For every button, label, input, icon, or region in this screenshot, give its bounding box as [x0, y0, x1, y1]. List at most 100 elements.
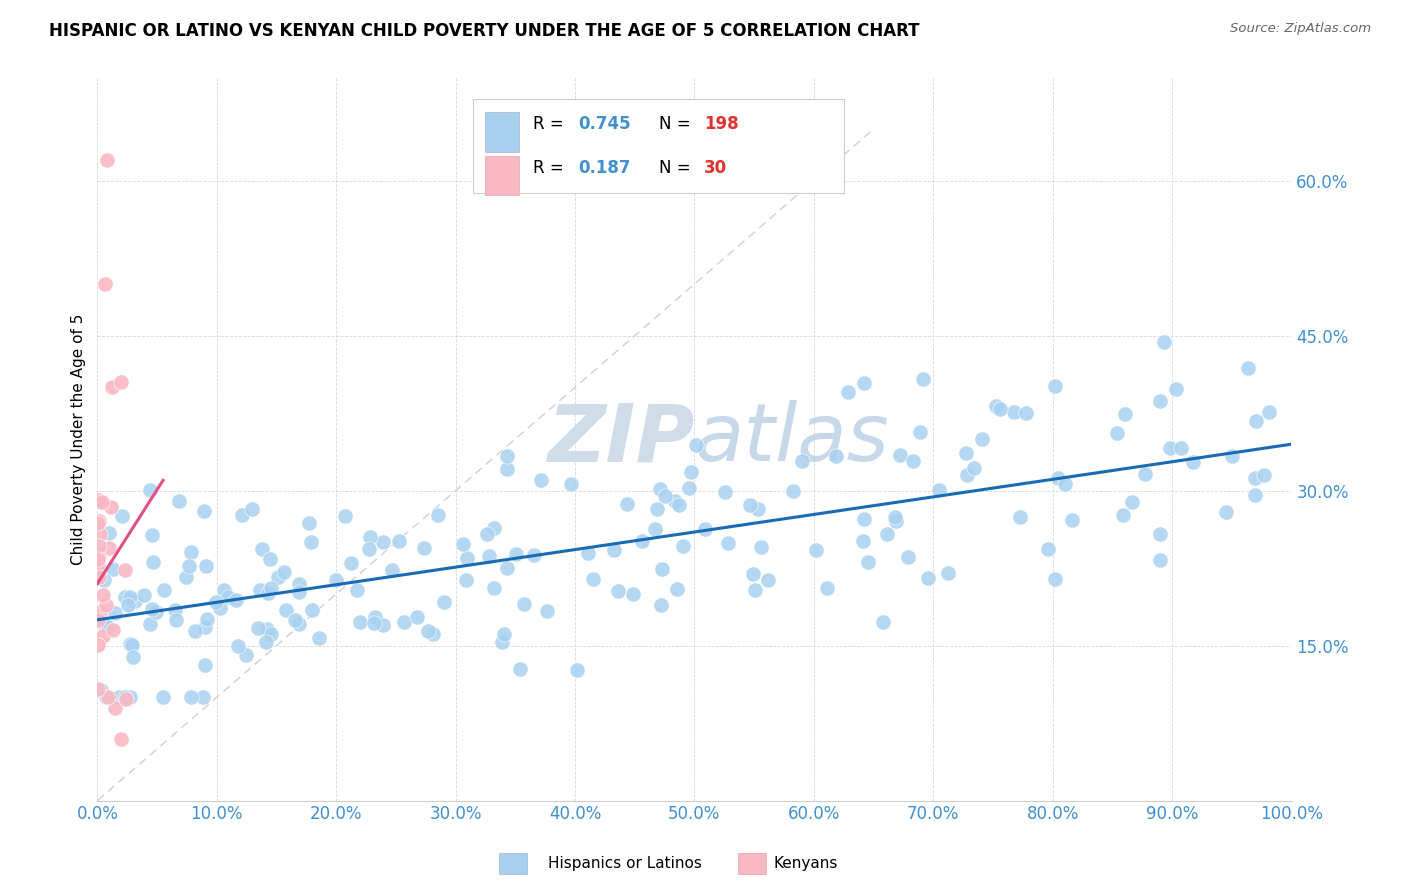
- Point: [644, 522, 666, 536]
- Point: [740, 498, 762, 512]
- Point: [1149, 394, 1171, 409]
- Point: [1222, 450, 1244, 464]
- Point: [97, 620, 120, 634]
- Point: [179, 558, 201, 573]
- Point: [340, 556, 363, 570]
- Point: [392, 615, 415, 629]
- Point: [108, 690, 131, 705]
- Point: [94, 619, 117, 633]
- Point: [756, 573, 779, 587]
- Point: [373, 617, 395, 632]
- Point: [1236, 361, 1258, 376]
- Point: [167, 494, 190, 508]
- Point: [889, 448, 911, 462]
- Point: [955, 446, 977, 460]
- Point: [1045, 572, 1067, 586]
- Point: [1149, 526, 1171, 541]
- Point: [1149, 553, 1171, 567]
- Point: [422, 627, 444, 641]
- Point: [364, 610, 387, 624]
- Point: [87, 613, 110, 627]
- Point: [1047, 471, 1070, 485]
- Point: [193, 504, 215, 518]
- Point: [101, 624, 124, 638]
- Point: [231, 508, 253, 522]
- Point: [165, 613, 187, 627]
- Point: [260, 581, 283, 595]
- Point: [98, 525, 121, 540]
- Point: [91, 588, 114, 602]
- Text: atlas: atlas: [695, 400, 889, 478]
- Point: [695, 522, 717, 536]
- Point: [284, 613, 307, 627]
- Point: [749, 540, 772, 554]
- Point: [477, 526, 499, 541]
- Point: [1164, 382, 1187, 396]
- Point: [713, 484, 735, 499]
- Point: [325, 574, 347, 588]
- Point: [630, 533, 652, 548]
- Point: [496, 462, 519, 476]
- Point: [120, 590, 142, 604]
- Point: [246, 621, 269, 635]
- Text: 30: 30: [704, 159, 727, 177]
- Point: [433, 595, 456, 609]
- Point: [1043, 379, 1066, 393]
- Point: [346, 582, 368, 597]
- Point: [86, 638, 108, 652]
- Point: [97, 690, 120, 705]
- Point: [308, 632, 330, 646]
- Point: [804, 542, 827, 557]
- Point: [650, 598, 672, 612]
- Point: [668, 498, 690, 512]
- Point: [478, 549, 501, 563]
- Point: [872, 615, 894, 629]
- Point: [94, 598, 117, 612]
- Point: [299, 535, 322, 549]
- Point: [217, 590, 239, 604]
- Point: [89, 526, 111, 541]
- Point: [666, 582, 689, 597]
- Point: [651, 562, 673, 576]
- Text: 198: 198: [704, 115, 738, 134]
- Point: [418, 624, 440, 639]
- Point: [513, 597, 536, 611]
- Point: [205, 595, 228, 609]
- Point: [621, 587, 644, 601]
- Point: [717, 536, 740, 550]
- Point: [1114, 408, 1136, 422]
- Point: [249, 583, 271, 598]
- Point: [482, 581, 505, 595]
- Point: [451, 537, 474, 551]
- Point: [679, 466, 702, 480]
- Point: [782, 484, 804, 499]
- Point: [117, 598, 139, 612]
- Point: [174, 570, 197, 584]
- Point: [180, 545, 202, 559]
- Point: [114, 563, 136, 577]
- Point: [1121, 494, 1143, 508]
- Point: [456, 551, 478, 566]
- Point: [1053, 476, 1076, 491]
- Y-axis label: Child Poverty Under the Age of 5: Child Poverty Under the Age of 5: [72, 313, 86, 565]
- Point: [124, 594, 146, 608]
- Point: [678, 481, 700, 495]
- Text: 0.187: 0.187: [579, 159, 631, 177]
- Point: [252, 542, 274, 557]
- Point: [141, 528, 163, 542]
- Point: [91, 629, 114, 643]
- Point: [100, 380, 122, 394]
- Point: [654, 489, 676, 503]
- Point: [194, 620, 217, 634]
- Point: [484, 521, 506, 535]
- Point: [87, 551, 110, 566]
- Point: [195, 612, 218, 626]
- Point: [163, 602, 186, 616]
- Point: [1182, 455, 1205, 469]
- Point: [876, 526, 898, 541]
- Point: [747, 501, 769, 516]
- Point: [273, 565, 295, 579]
- Point: [288, 585, 311, 599]
- Point: [110, 376, 132, 390]
- Point: [491, 635, 513, 649]
